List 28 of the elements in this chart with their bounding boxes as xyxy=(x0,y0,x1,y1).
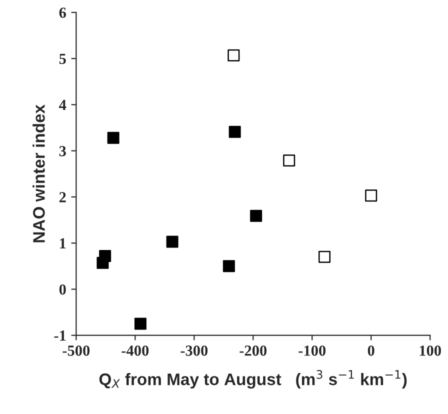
text: Q$_{X}$ from May to August (m$^{3}$ s$^{−1}$ km$^{−1}$) xyxy=(99,370,407,389)
point xyxy=(99,250,112,262)
point xyxy=(107,132,120,144)
x-tick-label: 100 xyxy=(420,346,441,356)
y-tick-label: 2 xyxy=(59,192,66,202)
x-tick-label: -500 xyxy=(62,346,90,356)
x-tick-label: -400 xyxy=(122,346,149,356)
y-axis-title: NAO winter index xyxy=(32,104,45,242)
y-tick-label: 0 xyxy=(59,284,66,295)
point xyxy=(365,190,378,202)
y-tick-label: 5 xyxy=(59,54,66,64)
y-tick-label: -1 xyxy=(54,330,66,341)
x-tick-label: 0 xyxy=(368,346,374,356)
x-tick-label: -200 xyxy=(240,346,267,356)
y-tick-label: 6 xyxy=(59,8,66,18)
point xyxy=(166,236,178,248)
y-tick-label: 1 xyxy=(60,238,66,248)
point xyxy=(228,126,241,138)
x-tick-label: -300 xyxy=(180,346,208,356)
point xyxy=(134,318,146,330)
y-tick-label: 4 xyxy=(59,100,66,110)
point xyxy=(222,260,235,272)
point xyxy=(283,154,296,167)
x-tick-label: -100 xyxy=(298,346,326,356)
y-tick-label: 3 xyxy=(59,146,66,156)
point xyxy=(250,210,262,222)
point xyxy=(228,49,240,62)
point xyxy=(318,250,330,263)
